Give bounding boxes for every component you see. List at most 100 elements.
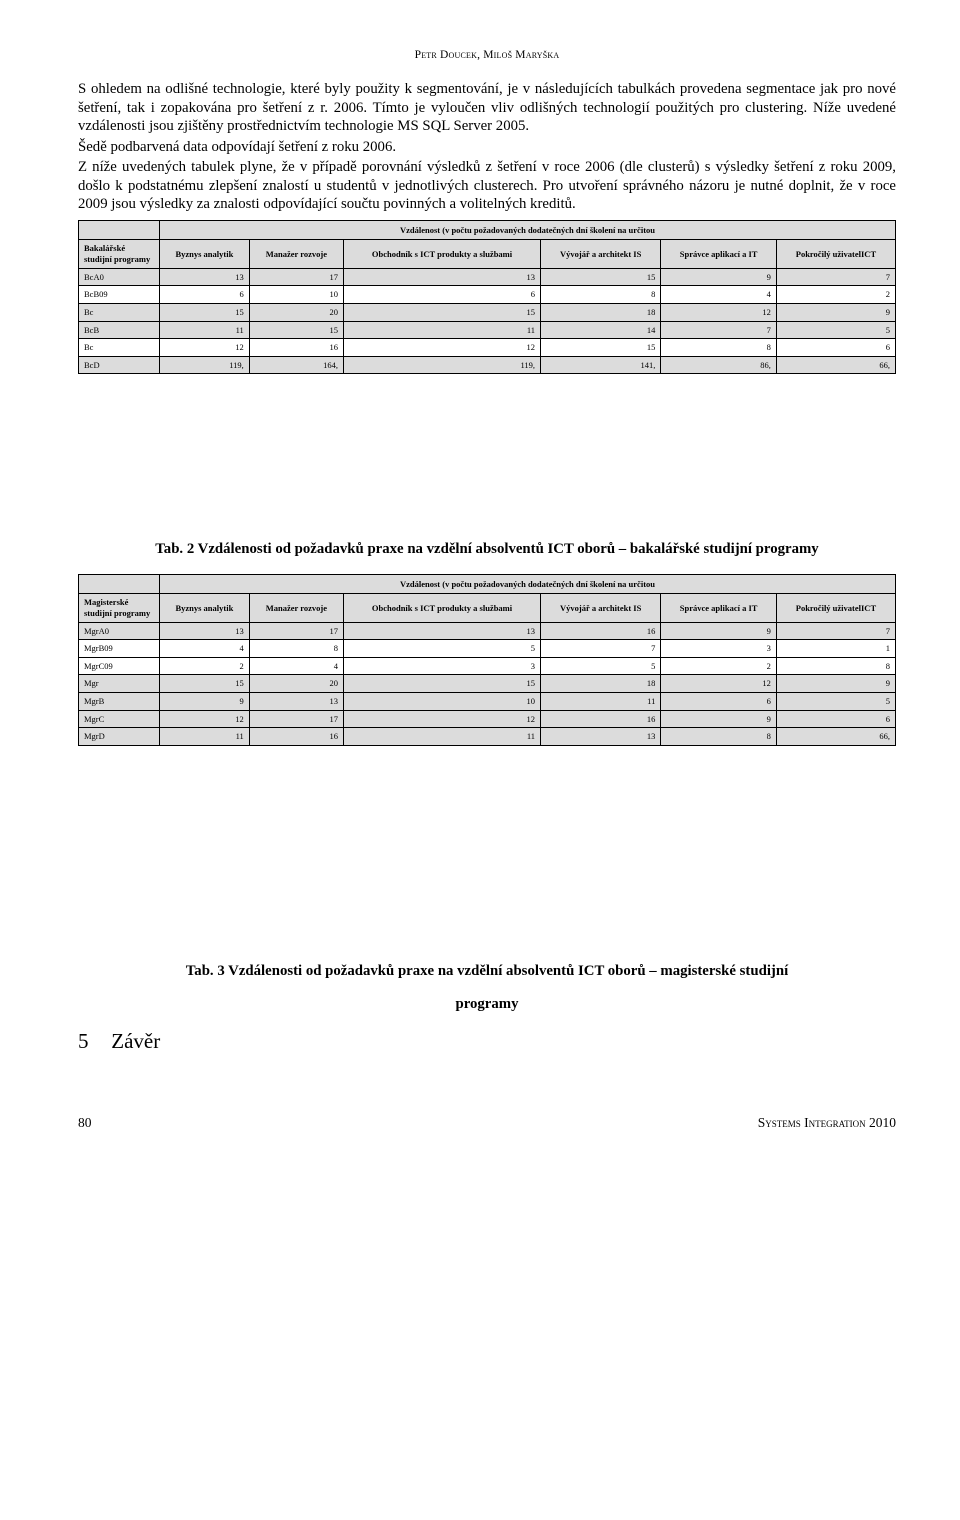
cell: 16 [541, 710, 661, 728]
cell: 6 [776, 339, 895, 357]
t2-col-0: Byznys analytik [160, 594, 250, 622]
cell: 16 [249, 339, 343, 357]
table-row: MgrB913101165 [79, 693, 896, 711]
row-label: MgrC09 [79, 657, 160, 675]
cell: 8 [776, 657, 895, 675]
cell: 8 [541, 286, 661, 304]
table-row: Mgr15201518129 [79, 675, 896, 693]
cell: 7 [776, 268, 895, 286]
cell: 18 [541, 675, 661, 693]
table-row: BcD119,164,119,141,86,66, [79, 356, 896, 374]
row-label: MgrC [79, 710, 160, 728]
cell: 66, [776, 356, 895, 374]
cell: 5 [541, 657, 661, 675]
t2-rowhead-blank [79, 574, 160, 594]
cell: 141, [541, 356, 661, 374]
table-1: Vzdálenost (v počtu požadovaných dodateč… [78, 220, 896, 375]
t2-rowhead: Magisterské studijní programy [79, 594, 160, 622]
cell: 20 [249, 675, 343, 693]
t1-col-5: Pokročilý uživatelICT [776, 240, 895, 268]
row-label: Bc [79, 339, 160, 357]
t2-col-1: Manažer rozvoje [249, 594, 343, 622]
cell: 13 [343, 268, 540, 286]
cell: 13 [343, 622, 540, 640]
cell: 17 [249, 622, 343, 640]
table-2: Vzdálenost (v počtu požadovaných dodateč… [78, 574, 896, 746]
cell: 7 [776, 622, 895, 640]
section-title: Závěr [111, 1029, 160, 1053]
cell: 9 [661, 710, 777, 728]
cell: 12 [661, 303, 777, 321]
cell: 13 [160, 622, 250, 640]
cell: 15 [541, 339, 661, 357]
cell: 7 [541, 640, 661, 658]
row-label: BcB09 [79, 286, 160, 304]
table-row: BcA01317131597 [79, 268, 896, 286]
cell: 15 [343, 675, 540, 693]
cell: 13 [541, 728, 661, 746]
table-row: MgrD11161113866, [79, 728, 896, 746]
cell: 10 [343, 693, 540, 711]
cell: 1 [776, 640, 895, 658]
cell: 13 [160, 268, 250, 286]
cell: 13 [249, 693, 343, 711]
cell: 17 [249, 710, 343, 728]
spacer-2 [78, 746, 896, 956]
cell: 3 [343, 657, 540, 675]
cell: 11 [160, 728, 250, 746]
cell: 16 [249, 728, 343, 746]
t1-col-3: Vývojář a architekt IS [541, 240, 661, 268]
table-row: Bc1216121586 [79, 339, 896, 357]
cell: 6 [160, 286, 250, 304]
cell: 14 [541, 321, 661, 339]
cell: 9 [776, 303, 895, 321]
row-label: BcB [79, 321, 160, 339]
cell: 12 [160, 710, 250, 728]
cell: 15 [343, 303, 540, 321]
cell: 8 [661, 339, 777, 357]
t1-col-1: Manažer rozvoje [249, 240, 343, 268]
cell: 4 [160, 640, 250, 658]
paragraph-2: Šedě podbarvená data odpovídají šetření … [78, 138, 896, 156]
page-number: 80 [78, 1115, 92, 1132]
cell: 11 [541, 693, 661, 711]
table-2-caption-l1: Tab. 3 Vzdálenosti od požadavků praxe na… [78, 962, 896, 980]
t1-col-0: Byznys analytik [160, 240, 250, 268]
cell: 3 [661, 640, 777, 658]
table-row: BcB096106842 [79, 286, 896, 304]
cell: 119, [343, 356, 540, 374]
cell: 16 [541, 622, 661, 640]
t2-col-5: Pokročilý uživatelICT [776, 594, 895, 622]
table-2-caption-l2: programy [78, 995, 896, 1013]
row-label: MgrA0 [79, 622, 160, 640]
cell: 11 [343, 728, 540, 746]
cell: 15 [249, 321, 343, 339]
row-label: Bc [79, 303, 160, 321]
section-number: 5 [78, 1028, 106, 1054]
cell: 6 [776, 710, 895, 728]
cell: 119, [160, 356, 250, 374]
cell: 2 [661, 657, 777, 675]
table-row: Bc15201518129 [79, 303, 896, 321]
cell: 9 [776, 675, 895, 693]
cell: 2 [776, 286, 895, 304]
t2-col-2: Obchodník s ICT produkty a službami [343, 594, 540, 622]
page-footer: 80 Systems Integration 2010 [78, 1115, 896, 1132]
t1-rowhead-blank [79, 220, 160, 240]
section-heading: 5 Závěr [78, 1028, 896, 1054]
cell: 6 [661, 693, 777, 711]
cell: 9 [661, 622, 777, 640]
cell: 2 [160, 657, 250, 675]
row-label: Mgr [79, 675, 160, 693]
cell: 9 [661, 268, 777, 286]
cell: 11 [160, 321, 250, 339]
cell: 4 [661, 286, 777, 304]
cell: 12 [343, 710, 540, 728]
paragraph-3: Z níže uvedených tabulek plyne, že v pří… [78, 158, 896, 213]
cell: 20 [249, 303, 343, 321]
table-row: BcB1115111475 [79, 321, 896, 339]
t1-rowhead: Bakalářské studijní programy [79, 240, 160, 268]
t2-title: Vzdálenost (v počtu požadovaných dodateč… [160, 574, 896, 594]
spacer-1 [78, 374, 896, 534]
publication-name: Systems Integration 2010 [758, 1115, 896, 1132]
